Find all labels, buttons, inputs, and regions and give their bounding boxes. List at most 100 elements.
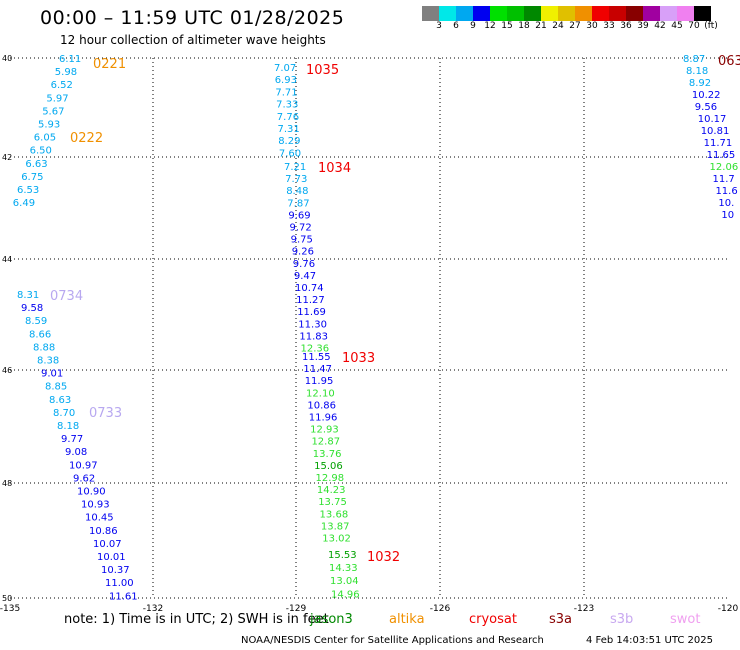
swh-value: 10.74: [295, 283, 324, 294]
color-swatch: [694, 6, 711, 21]
track-time-label: 1033: [342, 351, 375, 366]
swh-value: 6.53: [17, 185, 39, 196]
color-scale-label: 18: [518, 21, 530, 31]
swh-value: 8.48: [286, 186, 308, 197]
swh-value: 10.93: [81, 500, 110, 511]
swh-value: 7.71: [275, 87, 297, 98]
color-scale-label: 30: [586, 21, 598, 31]
color-swatch: [541, 6, 558, 21]
swh-value: 5.67: [42, 106, 64, 117]
swh-value: 10.22: [692, 90, 721, 101]
swh-value: 8.29: [278, 136, 300, 147]
axis-labels: 40 42 44 46 48 50-135 -132 -129 -126 -123 -120: [0, 54, 738, 614]
color-scale-label: 33: [603, 21, 615, 31]
track-time-label: 1032: [367, 550, 400, 565]
color-swatch: [456, 6, 473, 21]
swh-value: 15.06: [314, 461, 343, 472]
swh-value: 11.95: [305, 376, 334, 387]
color-swatch: [473, 6, 490, 21]
swh-value: 12.06: [710, 162, 739, 173]
swh-value: 12.10: [306, 388, 335, 399]
track-time-label: 063: [718, 54, 740, 69]
swh-value: 10.90: [77, 487, 106, 498]
footer-timestamp: 4 Feb 14:03:51 UTC 2025: [586, 635, 713, 646]
color-swatch: [660, 6, 677, 21]
swh-value: 8.92: [689, 78, 711, 89]
color-scale-label: 21: [535, 21, 547, 31]
swh-value: 13.04: [330, 576, 359, 587]
longitude-label: -123: [574, 604, 594, 614]
color-scale-label: 6: [453, 21, 459, 31]
footer-credit: NOAA/NESDIS Center for Satellite Applica…: [241, 635, 544, 646]
swh-value: 11.61: [109, 591, 138, 602]
swh-value: 8.18: [686, 66, 708, 77]
swh-value: 10: [721, 210, 734, 221]
longitude-label: -132: [143, 604, 163, 614]
satellite-legend-item: cryosat: [469, 612, 517, 627]
color-scale-label: 24: [552, 21, 564, 31]
track-time-label: 1035: [306, 63, 339, 78]
swh-value: 8.59: [25, 316, 47, 327]
color-swatch: [592, 6, 609, 21]
color-swatch: [609, 6, 626, 21]
map-title: 00:00 – 11:59 UTC 01/28/2025: [40, 7, 345, 29]
color-swatch: [524, 6, 541, 21]
track-time-label: 0222: [70, 131, 103, 146]
color-scale-label: 36: [620, 21, 632, 31]
swh-value: 10.86: [89, 526, 118, 537]
track-time-label: 0734: [50, 289, 83, 304]
swh-value: 6.05: [34, 133, 56, 144]
swh-value: 9.75: [291, 235, 313, 246]
swh-value: 5.98: [55, 67, 77, 78]
swh-value: 8.85: [45, 382, 67, 393]
swh-value: 13.02: [322, 534, 351, 545]
swh-value: 6.11: [59, 54, 81, 65]
swh-value: 10.45: [85, 513, 114, 524]
swh-value: 12.87: [311, 437, 340, 448]
swh-value: 8.31: [17, 290, 39, 301]
longitude-label: -120: [718, 604, 739, 614]
color-swatch: [422, 6, 439, 21]
longitude-label: -126: [430, 604, 451, 614]
swh-value: 9.72: [290, 223, 312, 234]
swh-value: 11.71: [704, 138, 733, 149]
swh-value: 11.47: [303, 364, 332, 375]
satellite-legend-item: jason3: [310, 612, 353, 627]
swh-value: 14.33: [329, 563, 358, 574]
lat-lon-grid: [10, 57, 728, 599]
color-scale-label: (ft): [704, 21, 718, 31]
color-swatch: [439, 6, 456, 21]
swh-value: 11.65: [707, 150, 736, 161]
swh-value: 10.07: [93, 539, 122, 550]
swh-value: 6.63: [25, 159, 47, 170]
color-scale-label: 12: [484, 21, 496, 31]
latitude-label: 50: [2, 594, 12, 603]
swh-value: 9.08: [65, 447, 87, 458]
swh-value: 12.98: [316, 473, 345, 484]
swh-value: 11.96: [309, 413, 338, 424]
color-swatch: [643, 6, 660, 21]
swh-value: 10.01: [97, 552, 126, 563]
swh-value: 7.87: [287, 198, 309, 209]
swh-value: 11.55: [302, 352, 331, 363]
latitude-label: 40: [2, 54, 12, 63]
latitude-label: 44: [2, 255, 12, 264]
swh-value: 5.97: [46, 93, 68, 104]
longitude-label: -135: [0, 604, 20, 614]
swh-value: 13.76: [313, 449, 342, 460]
swh-value: 7.31: [278, 124, 300, 135]
swh-value: 9.76: [293, 259, 315, 270]
swh-value: 8.18: [57, 421, 79, 432]
color-swatch: [558, 6, 575, 21]
note-text: note: 1) Time is in UTC; 2) SWH is in fe…: [64, 612, 329, 627]
swh-value: 9.01: [41, 369, 63, 380]
swh-value: 11.69: [297, 307, 326, 318]
color-scale-label: 3: [436, 21, 442, 31]
swh-value: 8.70: [53, 408, 75, 419]
latitude-label: 42: [2, 153, 12, 162]
color-scale-label: 15: [501, 21, 513, 31]
swh-value: 9.69: [288, 210, 310, 221]
swh-value: 7.60: [279, 148, 301, 159]
color-swatch: [626, 6, 643, 21]
